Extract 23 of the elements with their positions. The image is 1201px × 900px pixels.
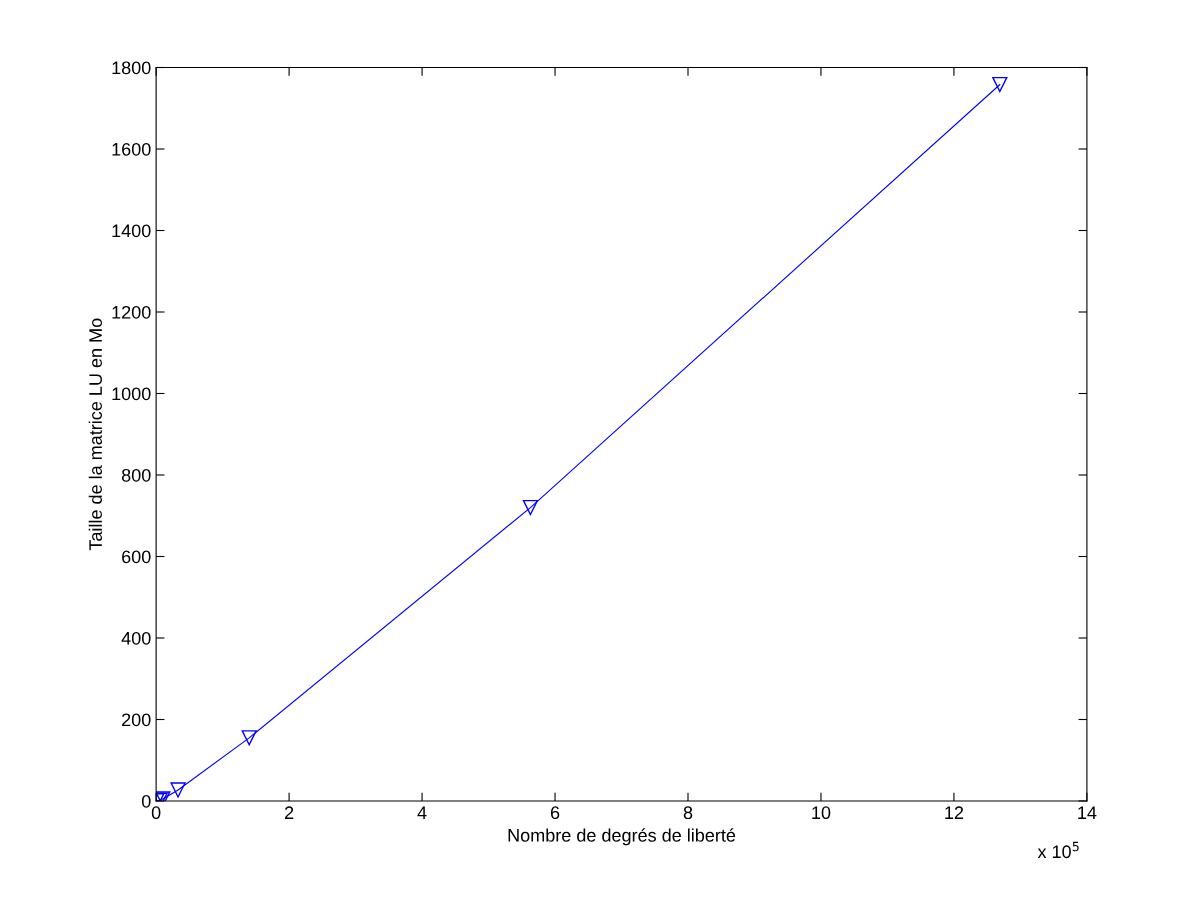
y-tick-label: 400 [121, 631, 151, 645]
y-tick-label: 1600 [112, 142, 151, 156]
x-tick-label: 0 [151, 806, 161, 820]
x-tick-label: 8 [683, 806, 693, 820]
y-tick-label: 600 [122, 550, 151, 564]
x-tick-label: 14 [1078, 806, 1097, 819]
x-axis-title: Nombre de degrés de liberté [508, 828, 736, 846]
x-tick-label: 4 [417, 806, 427, 819]
y-tick-label: 0 [141, 794, 151, 808]
y-tick-label: 1000 [112, 387, 151, 401]
text: x 10$^{5}$ [1037, 841, 1079, 859]
y-axis-title: Taille de la matrice LU en Mo [88, 318, 102, 551]
point [522, 499, 539, 516]
y-tick-label: 1400 [112, 224, 151, 238]
x-tick-label: 6 [550, 806, 560, 820]
y-tick-label: 200 [122, 713, 151, 727]
x-tick-label: 10 [812, 806, 831, 820]
y-tick-label: 1200 [112, 305, 151, 319]
x-tick-label: 2 [284, 806, 294, 819]
point [992, 76, 1008, 93]
y-tick-label: 800 [121, 468, 151, 482]
y-tick-label: 1800 [112, 61, 151, 75]
x-tick-label: 12 [945, 806, 964, 819]
